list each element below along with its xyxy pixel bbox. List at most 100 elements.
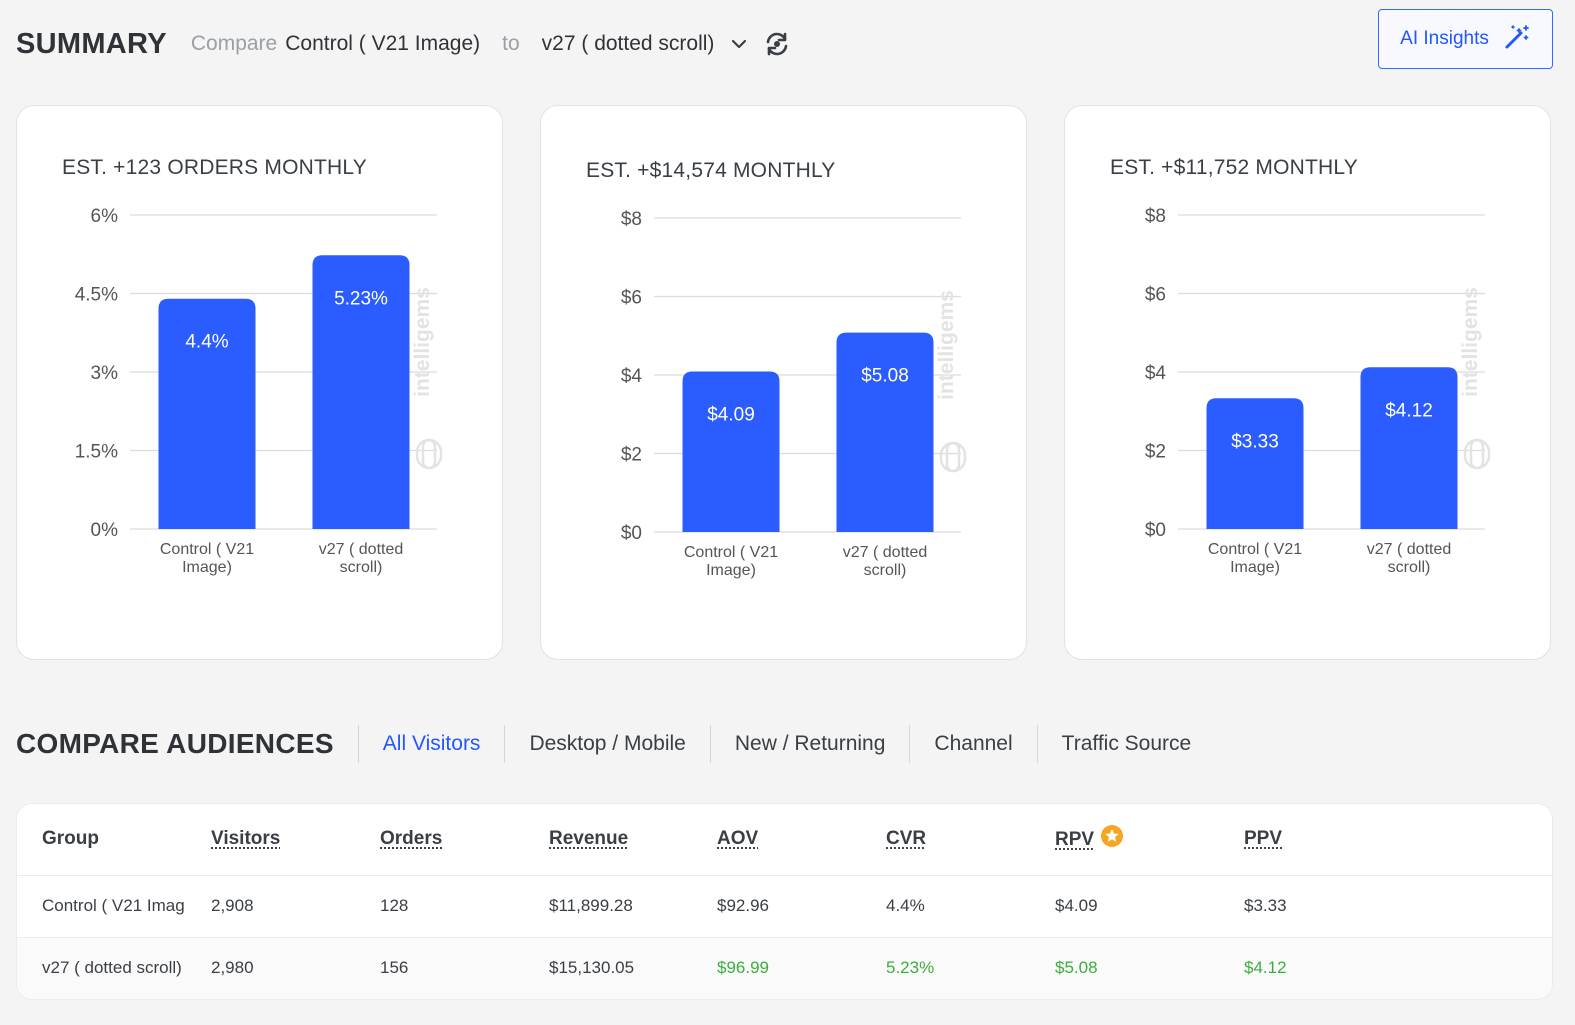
compare-audiences-bar: COMPARE AUDIENCES All Visitors Desktop /… (16, 725, 1215, 763)
column-header-aov[interactable]: AOV (717, 828, 759, 849)
column-header-group: Group (42, 828, 99, 849)
cell-cvr: 5.23% (886, 958, 935, 977)
column-header-ppv[interactable]: PPV (1244, 828, 1283, 849)
y-tick-label: $8 (1145, 206, 1166, 227)
card-title: EST. +$14,574 MONTHLY (586, 159, 836, 182)
cell-ppv: $3.33 (1244, 896, 1287, 915)
compare-label: Compare (190, 32, 278, 55)
tab-channel[interactable]: Channel (909, 725, 1036, 763)
bar (836, 332, 934, 532)
x-category-label: Image) (706, 562, 756, 579)
summary-header: SUMMARY Compare Control ( V21 Image) to … (16, 26, 792, 62)
watermark-logo-icon (415, 438, 443, 470)
cell-cvr: 4.4% (886, 896, 925, 915)
y-tick-label: $6 (621, 288, 642, 309)
y-tick-label: $0 (621, 523, 642, 544)
card-title: EST. +$11,752 MONTHLY (1110, 156, 1358, 179)
x-category-label: Control ( V21 (160, 541, 254, 558)
y-tick-label: $6 (1145, 285, 1166, 306)
cell-visitors: 2,908 (211, 896, 254, 915)
cell-rpv: $5.08 (1055, 958, 1098, 977)
star-badge-icon (1100, 824, 1124, 854)
table-row[interactable]: Control ( V21 Image) 2,908 128 $11,899.2… (17, 876, 1552, 938)
tab-new-returning[interactable]: New / Returning (709, 725, 910, 763)
y-tick-label: $2 (1145, 442, 1166, 463)
cell-orders: 128 (380, 896, 409, 915)
y-tick-label: $4 (1145, 363, 1167, 384)
cell-aov: $96.99 (717, 958, 769, 977)
variant-a-selector[interactable]: Control ( V21 Image) (285, 32, 481, 55)
cell-visitors: 2,980 (211, 958, 254, 977)
page-title: SUMMARY (16, 27, 167, 60)
x-category-label: Control ( V21 (1208, 541, 1302, 558)
watermark-logo-icon (1463, 438, 1491, 470)
column-header-revenue[interactable]: Revenue (549, 828, 629, 849)
watermark-logo-icon (939, 441, 967, 473)
y-tick-label: 0% (91, 520, 119, 541)
watermark-text: intelligems (935, 290, 958, 400)
variant-b-selector[interactable]: v27 ( dotted scroll) (541, 32, 715, 55)
bar (1360, 367, 1458, 529)
cell-revenue: $15,130.05 (549, 958, 635, 977)
y-tick-label: 6% (91, 206, 119, 227)
bar-value-label: $3.33 (1231, 431, 1279, 452)
rpv-bar-chart: $0 $2 $4 $6 $8 intelligems $4.09 Control ( V21I… (621, 209, 967, 579)
x-category-label: v27 ( dotted (319, 541, 404, 558)
bar-value-label: $4.09 (707, 404, 755, 425)
cell-orders: 156 (380, 958, 409, 977)
chevron-down-icon[interactable] (728, 33, 750, 55)
x-category-label: scroll) (864, 562, 907, 579)
bar-value-label: $4.12 (1385, 400, 1433, 421)
bar-value-label: $5.08 (861, 366, 909, 387)
swap-refresh-icon[interactable] (762, 29, 792, 59)
y-tick-label: 1.5% (75, 442, 118, 463)
cell-group: v27 ( dotted scroll) (42, 958, 182, 977)
card-title: EST. +123 ORDERS MONTHLY (62, 156, 367, 179)
cell-aov: $92.96 (717, 896, 769, 915)
x-category-label: scroll) (1388, 559, 1431, 576)
watermark-text: intelligems (1459, 287, 1482, 397)
y-tick-label: $0 (1145, 520, 1166, 541)
y-tick-label: 3% (91, 363, 119, 384)
bar (158, 298, 256, 529)
ai-insights-label: AI Insights (1400, 28, 1489, 49)
tab-traffic-source[interactable]: Traffic Source (1036, 725, 1216, 763)
magic-wand-icon (1503, 23, 1531, 56)
orders-bar-chart: 0% 1.5% 3% 4.5% 6% intelligems 4.4% Control ( V… (75, 206, 443, 576)
y-tick-label: $8 (621, 209, 642, 230)
x-category-label: Image) (1230, 559, 1280, 576)
cell-group: Control ( V21 Image) (42, 896, 184, 915)
bar-value-label: 5.23% (334, 288, 388, 309)
profit-card: EST. +$11,752 MONTHLY $0 $2 $4 $6 $8 intellig… (1064, 105, 1551, 660)
x-category-label: scroll) (340, 559, 383, 576)
column-header-cvr[interactable]: CVR (886, 828, 927, 849)
table-row[interactable]: v27 ( dotted scroll) 2,980 156 $15,130.0… (17, 938, 1552, 999)
section-title: COMPARE AUDIENCES (16, 728, 334, 759)
revenue-card: EST. +$14,574 MONTHLY $0 $2 $4 $6 $8 intellig… (540, 105, 1027, 660)
column-header-rpv[interactable]: RPV (1055, 824, 1124, 854)
bar-value-label: 4.4% (185, 332, 228, 353)
to-label: to (502, 32, 520, 55)
tab-all-visitors[interactable]: All Visitors (357, 725, 505, 763)
y-tick-label: $2 (621, 445, 642, 466)
results-table: Group Visitors Orders Revenue AOV CVR RP… (16, 803, 1553, 1000)
bar (682, 371, 780, 532)
table-header-row: Group Visitors Orders Revenue AOV CVR RP… (17, 804, 1552, 876)
y-tick-label: 4.5% (75, 285, 118, 306)
cell-revenue: $11,899.28 (549, 896, 633, 915)
x-category-label: v27 ( dotted (843, 544, 928, 561)
y-tick-label: $4 (621, 366, 643, 387)
x-category-label: Image) (182, 559, 232, 576)
column-header-orders[interactable]: Orders (380, 828, 443, 849)
ppv-bar-chart: $0 $2 $4 $6 $8 intelligems $3.33 Control ( V21I… (1145, 206, 1491, 576)
cell-rpv: $4.09 (1055, 896, 1098, 915)
bar (312, 255, 410, 529)
watermark-text: intelligems (411, 287, 434, 397)
ai-insights-button[interactable]: AI Insights (1378, 9, 1553, 69)
bar (1206, 398, 1304, 529)
orders-card: EST. +123 ORDERS MONTHLY 0% 1.5% 3% 4.5% 6% i… (16, 105, 503, 660)
column-header-visitors[interactable]: Visitors (211, 828, 281, 849)
tab-desktop-mobile[interactable]: Desktop / Mobile (504, 725, 709, 763)
x-category-label: v27 ( dotted (1367, 541, 1452, 558)
x-category-label: Control ( V21 (684, 544, 778, 561)
